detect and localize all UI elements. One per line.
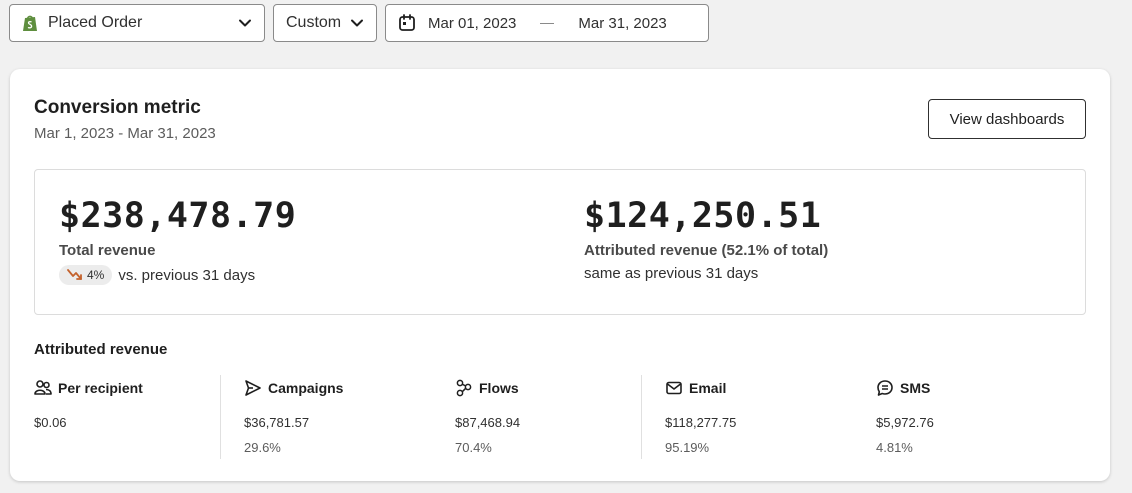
metric-value: $36,781.57	[244, 415, 310, 430]
attributed-revenue-value: $124,250.51	[584, 196, 822, 236]
metric-value: $0.06	[34, 415, 67, 430]
trend-percent: 4%	[87, 268, 105, 282]
chevron-down-icon	[351, 19, 363, 27]
view-dashboards-button[interactable]: View dashboards	[928, 99, 1086, 139]
metric-percent: 4.81%	[876, 440, 913, 455]
metric-value: $87,468.94	[455, 415, 521, 430]
trend-down-icon	[67, 269, 82, 280]
metric-flows: Flows $87,468.94 70.4%	[455, 375, 520, 459]
kpi-summary: $238,478.79 Total revenue 4% vs. previou…	[34, 169, 1086, 315]
metric-percent: 29.6%	[244, 440, 281, 455]
total-revenue-value: $238,478.79	[59, 196, 297, 236]
metric-value: $118,277.75	[665, 415, 737, 430]
conversion-metric-card: Conversion metric Mar 1, 2023 - Mar 31, …	[10, 69, 1110, 481]
metric-percent: 95.19%	[665, 440, 710, 455]
attributed-revenue-comparison: same as previous 31 days	[584, 265, 759, 282]
shopify-icon	[23, 15, 37, 31]
date-range-picker[interactable]: Mar 01, 2023 Mar 31, 2023	[385, 4, 709, 42]
card-date-range: Mar 1, 2023 - Mar 31, 2023	[34, 125, 216, 142]
attributed-revenue-label: Attributed revenue (52.1% of total)	[584, 242, 829, 259]
metric-select-value: Placed Order	[48, 14, 143, 31]
flow-icon	[456, 379, 472, 397]
metric-email: Email $118,277.75 95.19%	[665, 375, 736, 459]
metric-label: SMS	[900, 380, 931, 396]
calendar-icon	[399, 14, 415, 31]
attributed-revenue-kpi: $124,250.51 Attributed revenue (52.1% of…	[584, 194, 828, 282]
metric-sms: SMS $5,972.76 4.81%	[876, 375, 934, 459]
metric-label: Email	[689, 380, 727, 396]
attributed-metrics: Per recipient $0.06 Campaigns $36,781.57…	[34, 375, 1086, 459]
metric-percent: 70.4%	[455, 440, 492, 455]
date-start[interactable]: Mar 01, 2023	[428, 14, 517, 32]
attributed-revenue-title: Attributed revenue	[34, 341, 168, 358]
metric-label: Flows	[479, 380, 519, 396]
comparison-text: vs. previous 31 days	[118, 266, 256, 284]
range-type-value: Custom	[286, 14, 342, 31]
people-icon	[34, 380, 52, 395]
divider	[220, 375, 221, 459]
chevron-down-icon	[239, 19, 251, 27]
total-revenue-comparison: 4% vs. previous 31 days	[59, 265, 296, 285]
total-revenue-kpi: $238,478.79 Total revenue 4% vs. previou…	[59, 194, 296, 285]
total-revenue-label: Total revenue	[59, 242, 156, 259]
email-icon	[666, 381, 682, 395]
date-separator	[540, 22, 555, 24]
metric-label: Per recipient	[58, 380, 143, 396]
send-icon	[245, 380, 261, 396]
sms-icon	[877, 380, 893, 396]
metric-select[interactable]: Placed Order	[9, 4, 265, 42]
metric-value: $5,972.76	[876, 415, 934, 430]
range-type-select[interactable]: Custom	[273, 4, 377, 42]
card-title: Conversion metric	[34, 97, 201, 118]
divider	[641, 375, 642, 459]
metric-per-recipient: Per recipient $0.06	[34, 375, 143, 459]
trend-badge: 4%	[59, 265, 113, 285]
metric-label: Campaigns	[268, 380, 344, 396]
date-end[interactable]: Mar 31, 2023	[578, 14, 667, 32]
metric-campaigns: Campaigns $36,781.57 29.6%	[244, 375, 343, 459]
